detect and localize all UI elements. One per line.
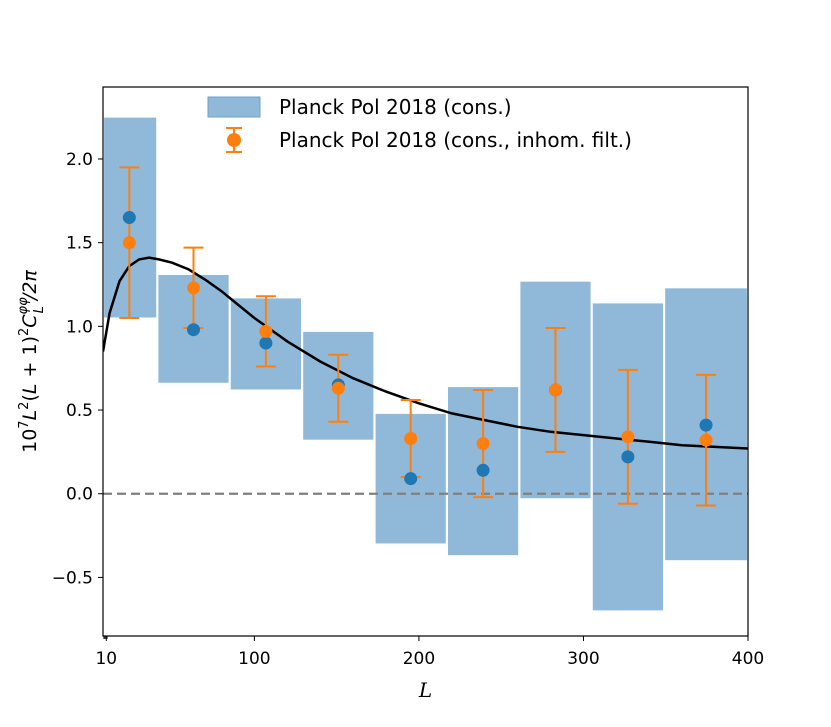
orange-data-point: [331, 381, 345, 395]
orange-data-point: [699, 433, 713, 447]
y-axis-label: 107L2(L + 1)2CφφL/2π: [16, 270, 47, 453]
theory-curve-group: [103, 256, 748, 450]
axes-group: −0.5 0.0 0.5 1.0 1.5 2.0 10 100 200 300 400 L 107L2(…: [16, 86, 764, 702]
orange-data-point: [259, 324, 273, 338]
blue-data-point: [259, 336, 273, 350]
blue-data-point: [699, 418, 713, 432]
orange-data-point: [186, 281, 200, 295]
y-tick-label: 1.5: [66, 234, 93, 254]
bin-boxes: [103, 116, 748, 612]
legend: Planck Pol 2018 (cons.) Planck Pol 2018 …: [207, 95, 632, 153]
y-tick-label: 1.0: [66, 317, 93, 337]
x-tick-label: 400: [732, 649, 764, 669]
orange-data-point: [476, 437, 490, 451]
y-tick-label: 2.0: [66, 150, 93, 170]
orange-data-point: [621, 430, 635, 444]
x-tick-label: 200: [403, 649, 435, 669]
blue-data-point: [476, 463, 490, 477]
x-tick-label: 300: [567, 649, 599, 669]
orange-data-point: [404, 431, 418, 445]
legend-label-bins: Planck Pol 2018 (cons.): [279, 95, 512, 119]
blue-data-point: [186, 323, 200, 337]
x-axis-label: L: [418, 678, 432, 702]
y-tick-label: 0.5: [66, 401, 93, 421]
theory-curve: [103, 256, 748, 450]
x-tick-label: 100: [238, 649, 270, 669]
plot-frame: [102, 86, 749, 637]
y-tick-label: −0.5: [52, 568, 93, 588]
blue-data-point: [621, 450, 635, 464]
legend-swatch-errorbar-marker: [227, 133, 241, 147]
orange-data-point: [122, 236, 136, 250]
blue-data-point: [404, 472, 418, 486]
orange-data-point: [548, 383, 562, 397]
legend-label-errorbar: Planck Pol 2018 (cons., inhom. filt.): [279, 128, 632, 152]
y-tick-label: 0.0: [66, 485, 93, 505]
legend-swatch-bins: [207, 96, 261, 118]
x-tick-label: 10: [95, 649, 117, 669]
blue-data-point: [122, 211, 136, 225]
blue-points-group: [122, 211, 713, 486]
